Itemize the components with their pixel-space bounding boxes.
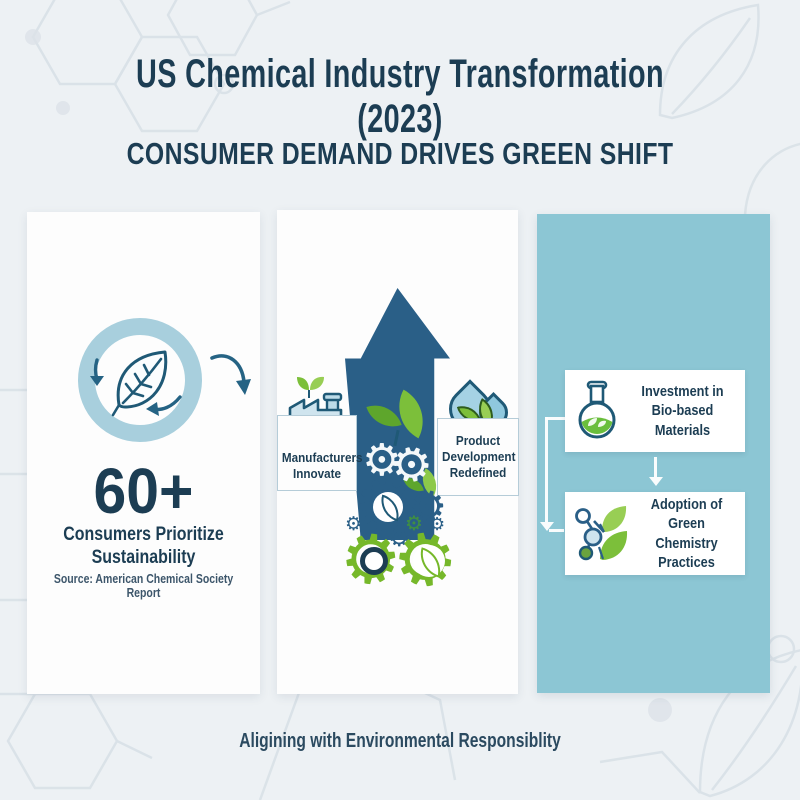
recycle-arrow-left-icon: [146, 395, 182, 416]
down-arrow-line: [654, 457, 657, 477]
outcome-box-bio-materials: Investment in Bio-based Materials: [565, 370, 745, 452]
molecule-leaf-icon: [575, 505, 628, 560]
label-manufacturers-innovate: Manufacturers Innovate: [281, 449, 363, 481]
growth-arrow-icon: [345, 288, 450, 540]
stat-label: Consumers Prioritize Sustainability: [63, 524, 224, 568]
leaf-icon: [415, 547, 446, 578]
connector-line: [545, 417, 548, 522]
outcome-label-bio-materials: Investment in Bio-based Materials: [641, 382, 724, 439]
leaf-icon: [111, 350, 168, 417]
source-note: Source: American Chemical Society Report: [53, 572, 234, 600]
label-box-manufacturers: Manufacturers Innovate: [277, 415, 363, 491]
down-arrowhead-icon: [648, 477, 663, 486]
label-product-development-redefined: Product Development Redefined: [442, 432, 516, 481]
page-title: US Chemical Industry Transformation (202…: [136, 52, 664, 141]
recycle-arrow-down-icon: [90, 358, 104, 386]
connector-line: [549, 529, 564, 532]
outcome-box-green-chemistry: Adoption of Green Chemistry Practices: [565, 492, 745, 575]
stat-value: 60+: [93, 455, 194, 527]
flask-bio-icon: [578, 380, 616, 439]
panel-consumer-demand: 60+ Consumers Prioritize Sustainability …: [27, 212, 260, 694]
panel-industry-shift: Manufacturers Innovate Product Developme…: [277, 210, 519, 694]
footer-caption: Aligining with Environmental Responsibli…: [239, 730, 561, 752]
connector-line: [545, 417, 566, 420]
connector-arrowhead-icon: [539, 522, 554, 531]
panel-green-outcomes: Investment in Bio-based Materials: [537, 214, 770, 693]
label-box-product-development: Product Development Redefined: [437, 418, 519, 496]
flow-arrow-icon: [210, 354, 251, 395]
outcome-label-green-chemistry: Adoption of Green Chemistry Practices: [650, 495, 723, 572]
page-subtitle: CONSUMER DEMAND DRIVES GREEN SHIFT: [126, 136, 674, 171]
